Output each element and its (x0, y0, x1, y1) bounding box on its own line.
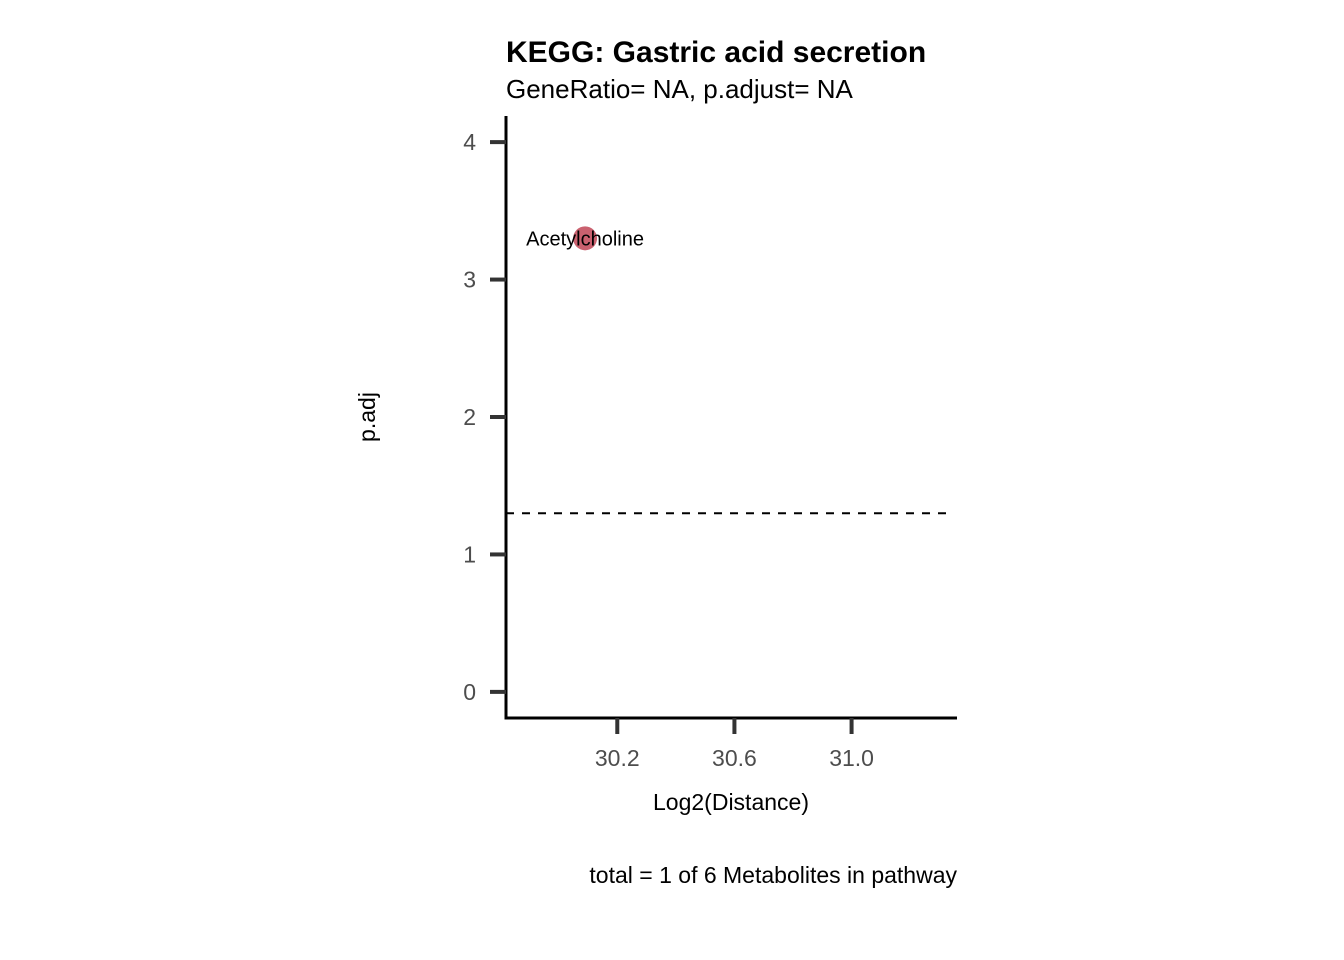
y-tick-label: 2 (463, 404, 476, 430)
y-tick-label: 0 (463, 679, 476, 705)
x-tick-label: 31.0 (829, 745, 874, 771)
y-tick-label: 1 (463, 541, 476, 567)
y-axis-title: p.adj (354, 392, 380, 442)
chart-title: KEGG: Gastric acid secretion (506, 36, 926, 69)
data-point-label: Acetylcholine (526, 228, 644, 250)
plot-area: 0 1 2 3 4 30.2 30.6 31.0 Acetylcholine (463, 116, 957, 771)
chart-caption: total = 1 of 6 Metabolites in pathway (589, 862, 957, 888)
x-axis-title: Log2(Distance) (653, 789, 809, 815)
chart-subtitle: GeneRatio= NA, p.adjust= NA (506, 74, 854, 104)
y-tick-label: 3 (463, 267, 476, 293)
x-tick-label: 30.6 (712, 745, 757, 771)
x-tick-label: 30.2 (595, 745, 640, 771)
y-tick-label: 4 (463, 129, 476, 155)
data-point (573, 226, 598, 251)
